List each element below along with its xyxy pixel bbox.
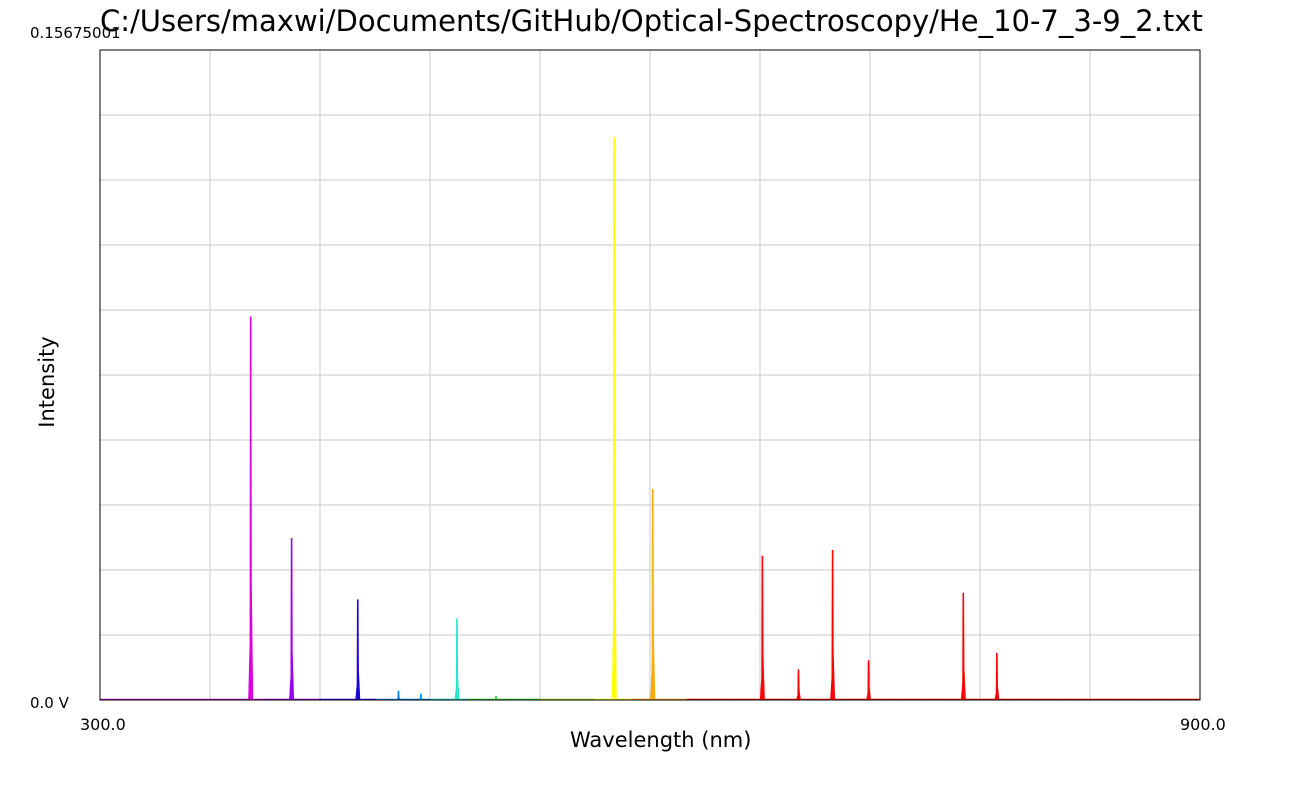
spectral-peak [395, 690, 402, 701]
spectral-peak [759, 555, 765, 701]
spectral-peak [493, 695, 500, 701]
chart-title: C:/Users/maxwi/Documents/GitHub/Optical-… [100, 4, 1203, 38]
x-axis-label: Wavelength (nm) [570, 728, 752, 752]
spectral-peak [960, 592, 966, 701]
grid-lines [100, 50, 1200, 700]
x-axis-max-label: 900.0 [1180, 715, 1226, 734]
spectral-peak [795, 669, 802, 701]
y-axis-label: Intensity [35, 336, 59, 428]
spectral-peak [994, 652, 1000, 701]
plot-frame [99, 49, 1201, 701]
spectral-peak [289, 537, 295, 701]
x-axis-min-label: 300.0 [80, 715, 126, 734]
y-axis-min-label: 0.0 V [30, 694, 69, 712]
spectral-peak [830, 550, 836, 701]
spectral-peak [248, 316, 254, 701]
spectral-peak [355, 599, 361, 701]
spectral-peak [611, 136, 617, 701]
y-axis-max-label: 0.15675001 [30, 24, 121, 42]
spectral-peak [650, 489, 656, 701]
spectral-peak [454, 618, 460, 701]
peaks-group [248, 136, 1000, 701]
